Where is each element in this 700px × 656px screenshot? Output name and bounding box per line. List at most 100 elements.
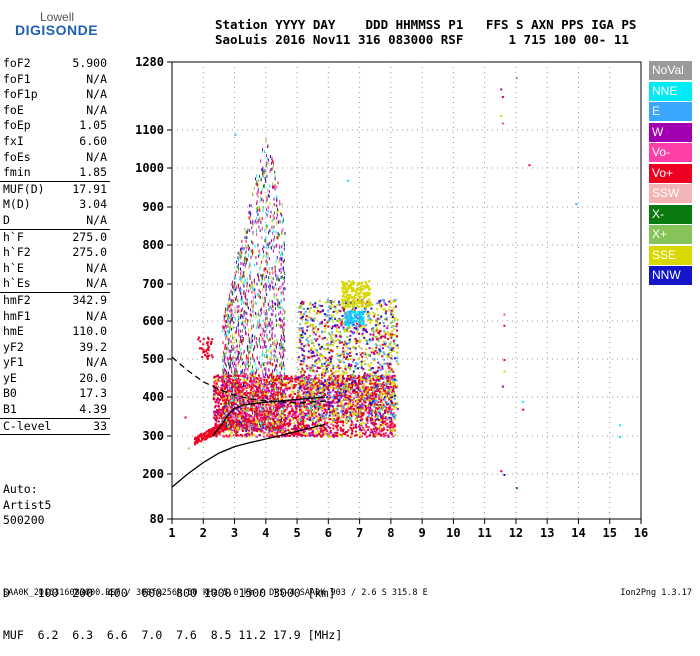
echo-point	[284, 328, 285, 331]
echo-point	[221, 417, 223, 419]
echo-point	[236, 327, 237, 330]
echo-point	[255, 219, 256, 222]
echo-point	[369, 434, 371, 436]
echo-point	[362, 428, 364, 430]
echo-point	[238, 413, 240, 415]
echo-point	[254, 345, 255, 348]
echo-point	[257, 383, 259, 385]
echo-point	[281, 300, 282, 303]
echo-point	[262, 296, 263, 299]
echo-point	[305, 432, 307, 434]
echo-point	[269, 163, 270, 166]
echo-point	[342, 315, 344, 317]
echo-point	[282, 228, 283, 231]
echo-point	[242, 399, 244, 401]
echo-point	[279, 269, 280, 272]
echo-point	[267, 144, 268, 147]
echo-point	[269, 272, 270, 275]
echo-point	[230, 420, 232, 422]
echo-point	[259, 289, 260, 292]
echo-point	[244, 271, 245, 274]
echo-point	[254, 423, 256, 425]
echo-point	[252, 380, 254, 382]
echo-point	[224, 318, 225, 321]
echo-point	[226, 351, 227, 354]
echo-point	[238, 397, 240, 399]
echo-point	[276, 421, 278, 423]
echo-point	[318, 377, 320, 379]
echo-point	[266, 410, 268, 412]
echo-point	[268, 159, 269, 162]
echo-point	[249, 415, 251, 417]
echo-point	[232, 299, 233, 302]
echo-point	[217, 400, 219, 402]
echo-point	[276, 259, 277, 262]
echo-point	[261, 178, 262, 181]
echo-point	[271, 276, 272, 279]
echo-point	[279, 410, 281, 412]
echo-point	[280, 319, 281, 322]
echo-point	[276, 359, 277, 362]
echo-point	[242, 247, 243, 250]
echo-point	[332, 434, 334, 436]
echo-point	[254, 359, 255, 362]
echo-point	[240, 248, 241, 251]
echo-point	[284, 272, 285, 275]
echo-point	[263, 273, 264, 276]
echo-point	[270, 324, 271, 327]
echo-point	[254, 221, 255, 224]
echo-point	[237, 266, 238, 269]
echo-point	[243, 382, 245, 384]
echo-point	[315, 375, 317, 377]
echo-point	[253, 420, 255, 422]
echo-point	[277, 236, 278, 239]
echo-point	[276, 343, 277, 346]
echo-point	[353, 427, 355, 429]
echo-point	[322, 427, 324, 429]
echo-point	[277, 303, 278, 306]
echo-point	[239, 289, 240, 292]
echo-point	[269, 330, 270, 333]
echo-point	[239, 359, 240, 362]
echo-point	[220, 392, 222, 394]
echo-point	[272, 183, 273, 186]
echo-point	[231, 345, 232, 348]
echo-point	[226, 326, 227, 329]
echo-point	[309, 386, 311, 388]
echo-point	[232, 362, 233, 365]
echo-point	[394, 424, 396, 426]
echo-point	[221, 388, 223, 390]
echo-point	[307, 412, 309, 414]
echo-point	[270, 362, 271, 365]
echo-point	[232, 345, 233, 348]
echo-point	[244, 363, 245, 366]
echo-point	[315, 415, 317, 417]
echo-point	[222, 399, 224, 401]
echo-point	[283, 338, 284, 341]
echo-point	[262, 420, 263, 423]
echo-point	[235, 318, 236, 321]
echo-point	[284, 339, 285, 342]
echo-point	[275, 177, 276, 180]
echo-point	[274, 354, 275, 357]
echo-point	[271, 320, 272, 323]
echo-point	[262, 332, 263, 335]
echo-point	[346, 422, 348, 424]
echo-point	[238, 267, 239, 270]
echo-point	[248, 431, 250, 433]
echo-point	[266, 252, 267, 255]
echo-point	[273, 412, 275, 414]
echo-point	[224, 399, 226, 401]
echo-point	[345, 420, 347, 422]
echo-point	[280, 212, 281, 215]
y-tick-label: 800	[142, 238, 164, 252]
echo-point	[263, 386, 265, 388]
echo-point	[255, 362, 256, 365]
echo-point	[285, 430, 287, 432]
echo-point	[256, 326, 257, 329]
echo-point	[280, 317, 281, 320]
echo-point	[266, 212, 267, 215]
echo-point	[337, 384, 339, 386]
echo-point	[239, 346, 240, 349]
echo-point	[294, 393, 296, 395]
